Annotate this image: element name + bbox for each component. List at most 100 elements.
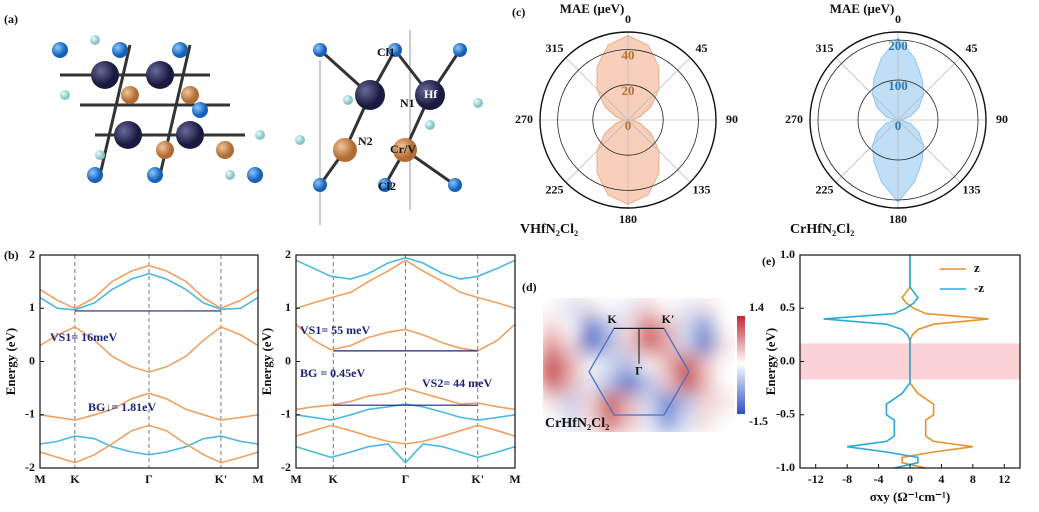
- polar-spoke: [835, 119, 899, 183]
- angle-label: 45: [966, 41, 978, 55]
- series-line: [40, 264, 258, 310]
- heat-cell: [714, 392, 735, 414]
- series-line: [296, 259, 515, 310]
- y-axis-label: Energy (eV): [3, 328, 18, 396]
- x-tick-label: K: [70, 472, 80, 486]
- y-tick-label: -2: [25, 460, 35, 474]
- polar-frame: [809, 31, 987, 209]
- heat-cell: [618, 354, 640, 376]
- angle-label: 0: [625, 12, 631, 26]
- structure-top-view: [52, 35, 265, 183]
- y-tick-label: 2: [29, 247, 35, 261]
- heat-cell: [561, 373, 583, 395]
- heat-cell: [695, 354, 717, 376]
- panel-label: (c): [512, 5, 525, 19]
- y-tick-label: 1: [285, 300, 291, 314]
- series-line: [296, 387, 515, 411]
- heat-cell: [599, 335, 621, 357]
- heat-cell: [638, 298, 660, 319]
- atom-label: N1: [400, 96, 415, 110]
- plot-frame: [799, 254, 1021, 469]
- series-line: [296, 424, 515, 445]
- angle-label: 270: [515, 112, 533, 126]
- heat-cell: [543, 335, 564, 357]
- heat-cell: [561, 354, 583, 376]
- y-tick-label: -1.0: [776, 460, 795, 474]
- colorbar-label: -1.5: [749, 414, 768, 428]
- annotation: BG↓= 1.81eV: [88, 400, 157, 414]
- polar-spoke: [627, 119, 691, 183]
- heat-cell: [676, 354, 698, 376]
- polar-ring: [592, 84, 664, 156]
- heat-cell: [599, 316, 621, 338]
- heat-cell: [580, 335, 602, 357]
- plot-area: [40, 255, 258, 468]
- heat-cell: [543, 392, 564, 414]
- heat-cell: [638, 316, 660, 338]
- heat-cell: [714, 373, 735, 395]
- angle-label: 315: [815, 41, 833, 55]
- heat-cell: [695, 335, 717, 357]
- angle-label: 180: [619, 212, 637, 226]
- angle-label: 45: [696, 41, 708, 55]
- x-tick-label: 8: [970, 472, 976, 486]
- compound-label: VHfN₂Cl₂: [520, 222, 578, 237]
- r-tick-label: 20: [622, 83, 635, 98]
- polar-ring: [817, 39, 979, 201]
- y-tick-label: 1: [29, 300, 35, 314]
- heat-cell: [714, 354, 735, 376]
- y-tick-label: 0.0: [780, 353, 795, 367]
- series-line: [823, 255, 919, 468]
- heat-cell: [695, 373, 717, 395]
- heat-cell: [676, 392, 698, 414]
- series-line: [40, 272, 258, 311]
- y-tick-label: 0: [285, 353, 291, 367]
- heat-cell: [714, 335, 735, 357]
- series-line: [296, 403, 515, 421]
- x-tick-label: M: [34, 472, 45, 486]
- x-tick-label: K: [329, 472, 339, 486]
- heat-cell: [676, 316, 698, 338]
- series-line: [40, 325, 258, 373]
- r-tick-label: 100: [888, 78, 908, 93]
- heat-cell: [561, 316, 583, 338]
- k-path: [614, 327, 664, 364]
- atom-label: Cl2: [378, 179, 396, 193]
- y-tick-label: -1: [25, 407, 35, 421]
- r-tick-label: 0: [895, 118, 902, 133]
- polar-title: MAE (μeV): [560, 1, 625, 16]
- plot-frame: [295, 254, 516, 469]
- angle-label: 180: [889, 212, 907, 226]
- heat-cell: [561, 298, 583, 319]
- polar-spoke: [897, 119, 961, 183]
- r-tick-label: 40: [622, 48, 635, 63]
- heatmap: [543, 298, 735, 432]
- plot-frame: [39, 254, 259, 469]
- heat-cell: [580, 316, 602, 338]
- polar-spoke: [835, 57, 899, 121]
- heat-cell: [543, 373, 564, 395]
- angle-label: 135: [963, 182, 981, 196]
- k-label: K: [607, 312, 617, 326]
- heat-cell: [695, 392, 717, 414]
- heat-cell: [714, 316, 735, 338]
- y-axis-label: Energy (eV): [763, 328, 778, 396]
- polar-ring: [857, 79, 939, 161]
- heat-cell: [561, 392, 583, 414]
- heat-cell: [599, 354, 621, 376]
- panel-label: (b): [4, 248, 19, 262]
- heat-cell: [676, 335, 698, 357]
- heat-cell: [580, 411, 602, 432]
- angle-label: 0: [895, 12, 901, 26]
- angle-label: 135: [693, 182, 711, 196]
- y-axis-label: Energy (eV): [259, 328, 274, 396]
- heat-cell: [638, 392, 660, 414]
- compound-label: CrHfN₂Cl₂: [790, 222, 854, 237]
- heat-cell: [676, 411, 698, 432]
- heat-cell: [599, 373, 621, 395]
- series-line: [40, 424, 258, 464]
- heat-cell: [599, 298, 621, 319]
- heat-cell: [561, 411, 583, 432]
- k-label: K′: [662, 312, 675, 326]
